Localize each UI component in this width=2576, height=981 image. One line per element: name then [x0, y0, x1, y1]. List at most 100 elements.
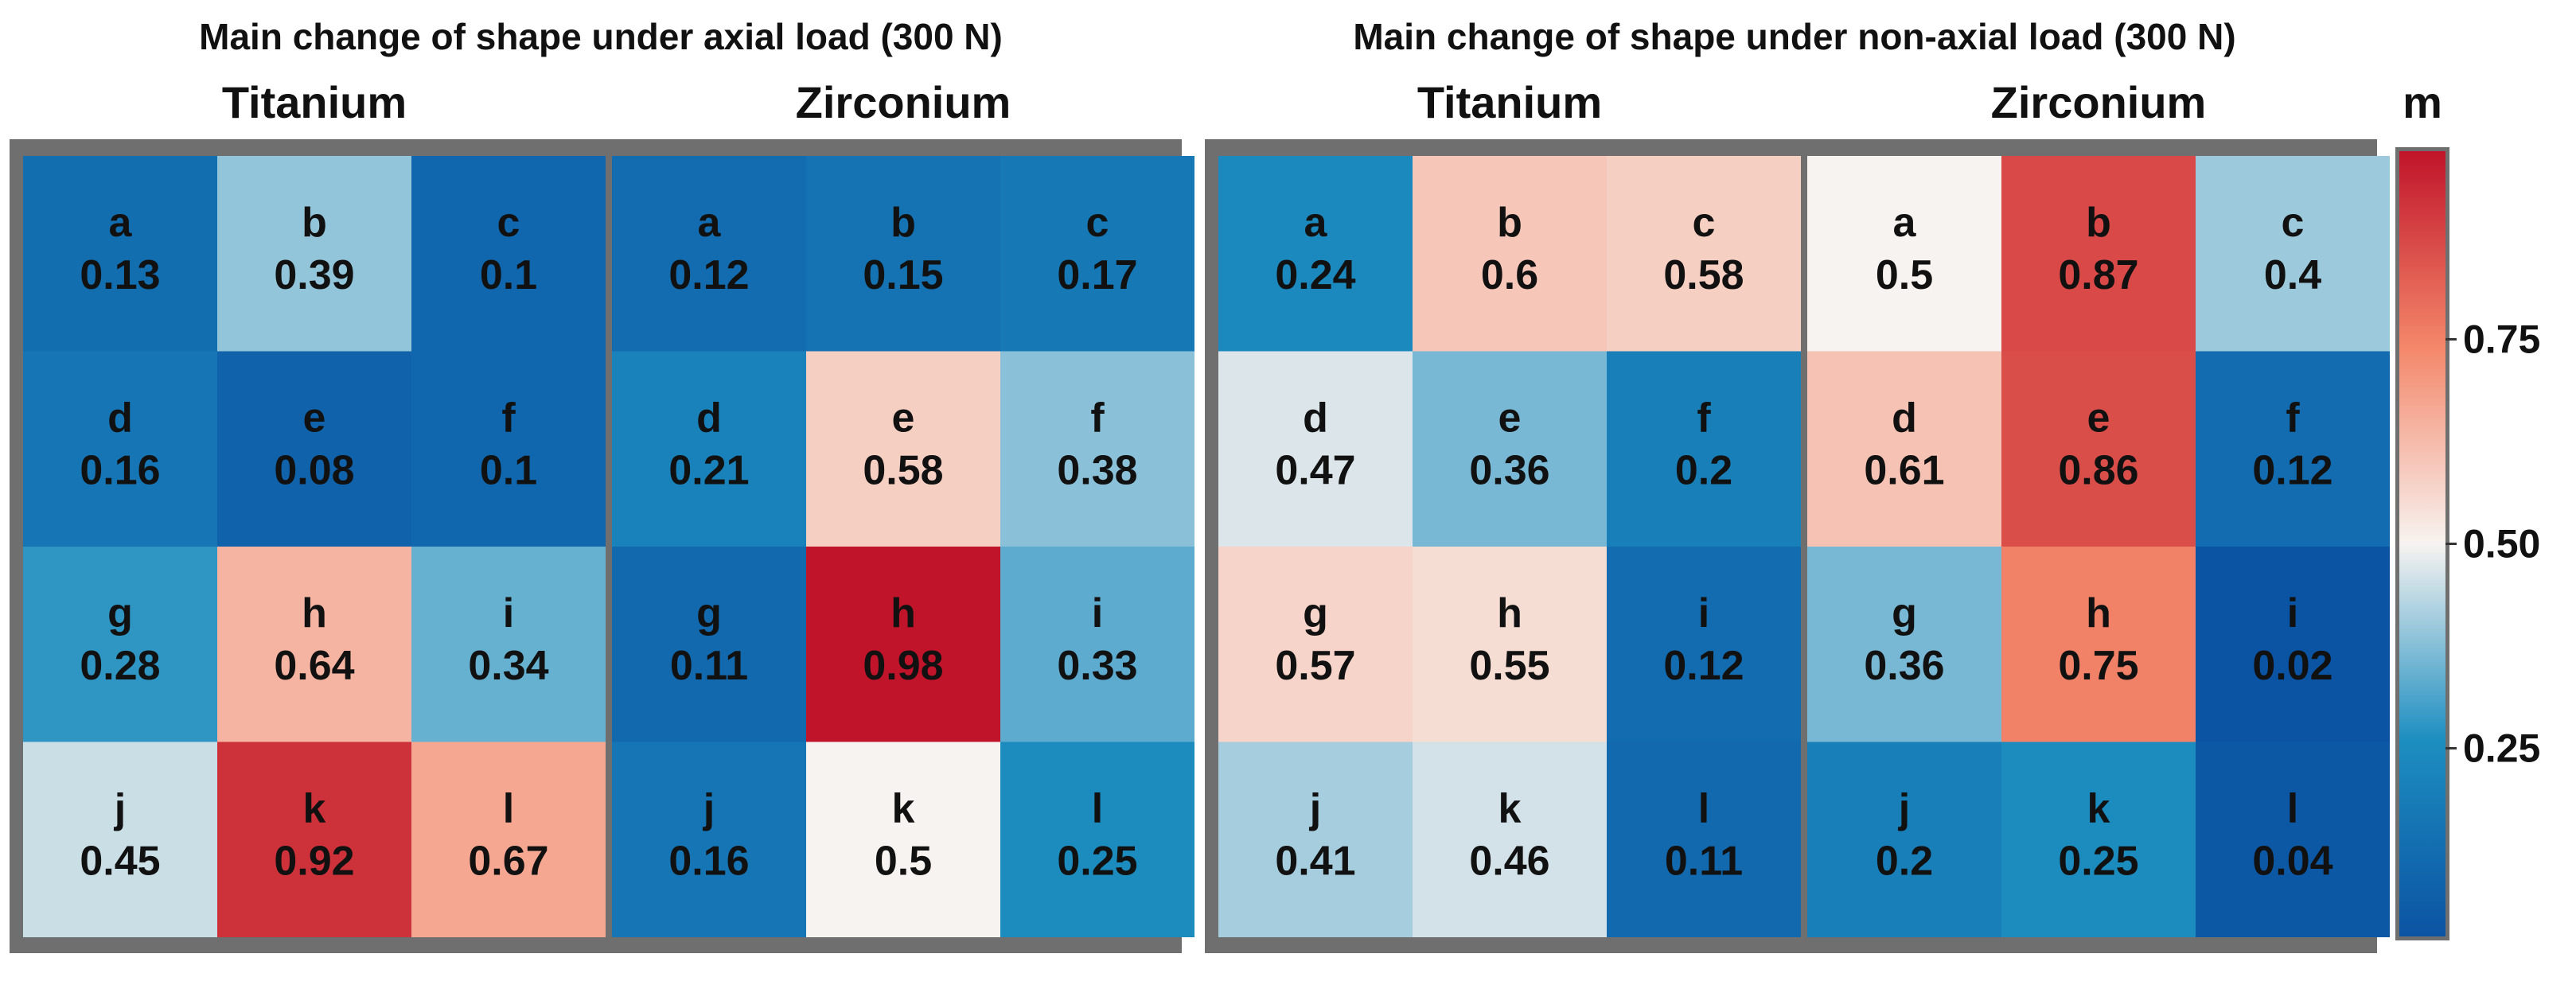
cell-fill	[2196, 742, 2390, 937]
heatmap-cell: l 0.25	[1000, 742, 1194, 937]
cell-label: f	[501, 395, 516, 441]
cell-fill	[2196, 547, 2390, 742]
cell-value: 0.36	[1864, 643, 1944, 689]
cell-label: h	[302, 590, 327, 636]
cell-fill	[217, 351, 411, 547]
cell-label: k	[1498, 785, 1522, 831]
cell-value: 0.47	[1275, 447, 1355, 493]
panel-zirconium: Zirconium a 0.12 b 0.15 c 0.17 d 0.21 e 0.58 f 0.38 g…	[612, 77, 1194, 937]
cell-value: 0.1	[480, 447, 537, 493]
heatmap-cell: c 0.17	[1000, 156, 1194, 352]
panel-titanium: Titanium a 0.13 b 0.39 c 0.1 d 0.16 e 0.08 f 0.1 g 0.2…	[23, 77, 606, 937]
cell-value: 0.2	[1675, 447, 1732, 493]
cell-label: b	[302, 200, 327, 246]
cell-value: 0.46	[1469, 838, 1549, 884]
panel-title: Zirconium	[796, 77, 1011, 127]
cell-value: 0.12	[1663, 643, 1744, 689]
heatmap-cell: j 0.45	[23, 742, 217, 937]
cell-fill	[1413, 547, 1607, 742]
cell-label: e	[892, 395, 915, 441]
heatmap-cell: d 0.61	[1807, 351, 2001, 547]
cell-value: 0.16	[80, 447, 160, 493]
cell-value: 0.61	[1864, 447, 1944, 493]
cell-value: 0.87	[2058, 252, 2138, 298]
heatmap-cell: e 0.08	[217, 351, 411, 547]
cell-value: 0.39	[274, 252, 354, 298]
cell-fill	[806, 156, 1000, 352]
heatmap-cell: g 0.36	[1807, 547, 2001, 742]
cell-value: 0.17	[1057, 252, 1137, 298]
cell-value: 0.75	[2058, 643, 2138, 689]
heatmap-cell: f 0.2	[1607, 351, 1801, 547]
cell-label: j	[114, 785, 126, 831]
cell-label: g	[696, 590, 722, 636]
heatmap-cell: e 0.86	[2001, 351, 2196, 547]
cell-label: b	[890, 200, 916, 246]
cell-label: a	[698, 200, 722, 246]
cell-fill	[217, 156, 411, 352]
cell-label: c	[497, 200, 520, 246]
heatmap-cell: d 0.21	[612, 351, 806, 547]
cell-fill	[411, 351, 606, 547]
cell-value: 0.67	[468, 838, 548, 884]
cell-fill	[2001, 156, 2196, 352]
cell-fill	[1607, 547, 1801, 742]
cell-label: c	[1086, 200, 1109, 246]
cell-value: 0.4	[2264, 252, 2321, 298]
cell-value: 0.33	[1057, 643, 1137, 689]
cell-label: l	[1092, 785, 1103, 831]
cell-fill	[411, 156, 606, 352]
heatmap-cell: a 0.24	[1218, 156, 1413, 352]
cell-fill	[217, 742, 411, 937]
panel-title: Titanium	[222, 77, 407, 127]
chart-layer: Main change of shape under axial load (3…	[10, 16, 2540, 953]
heatmap-cell: l 0.67	[411, 742, 606, 937]
cell-value: 0.58	[1663, 252, 1744, 298]
heatmap-cell: b 0.87	[2001, 156, 2196, 352]
cell-label: k	[303, 785, 326, 831]
heatmap-cell: f 0.1	[411, 351, 606, 547]
cell-fill	[1607, 351, 1801, 547]
cell-label: l	[2287, 785, 2298, 831]
cell-label: e	[1498, 395, 1522, 441]
condition-group-non-axial: Main change of shape under non-axial loa…	[1205, 16, 2390, 953]
cell-label: a	[1304, 200, 1328, 246]
heatmap-cell: g 0.11	[612, 547, 806, 742]
panel-zirconium: Zirconium a 0.5 b 0.87 c 0.4 d 0.61 e 0.86 f 0.12 g 0.…	[1807, 77, 2390, 937]
cell-fill	[1413, 156, 1607, 352]
cell-label: c	[2282, 200, 2305, 246]
cell-value: 0.64	[274, 643, 354, 689]
cell-value: 0.13	[80, 252, 160, 298]
cell-fill	[23, 156, 217, 352]
cell-value: 0.28	[80, 643, 160, 689]
heatmap-cell: l 0.04	[2196, 742, 2390, 937]
cell-fill	[612, 547, 806, 742]
cell-fill	[2001, 742, 2196, 937]
heatmap-cell: h 0.64	[217, 547, 411, 742]
cell-fill	[1000, 351, 1194, 547]
heatmap-cell: k 0.92	[217, 742, 411, 937]
cell-label: c	[1693, 200, 1716, 246]
heatmap-cell: g 0.57	[1218, 547, 1413, 742]
cell-fill	[2196, 156, 2390, 352]
heatmap-cell: c 0.4	[2196, 156, 2390, 352]
cell-fill	[1807, 351, 2001, 547]
cell-label: f	[1090, 395, 1105, 441]
heatmap-cell: l 0.11	[1607, 742, 1801, 937]
cell-value: 0.58	[863, 447, 943, 493]
cell-label: i	[2287, 590, 2298, 636]
heatmap-cell: i 0.33	[1000, 547, 1194, 742]
cell-label: g	[1303, 590, 1328, 636]
heatmap-cell: b 0.39	[217, 156, 411, 352]
cell-value: 0.57	[1275, 643, 1355, 689]
cell-label: a	[109, 200, 133, 246]
cell-fill	[1807, 742, 2001, 937]
cell-fill	[1000, 156, 1194, 352]
cell-value: 0.6	[1481, 252, 1538, 298]
heatmap-cell: h 0.55	[1413, 547, 1607, 742]
cell-value: 0.11	[670, 643, 748, 689]
panel-titanium: Titanium a 0.24 b 0.6 c 0.58 d 0.47 e 0.36 f 0.2 g 0.5…	[1218, 77, 1801, 937]
cell-fill	[1807, 156, 2001, 352]
cell-fill	[612, 156, 806, 352]
